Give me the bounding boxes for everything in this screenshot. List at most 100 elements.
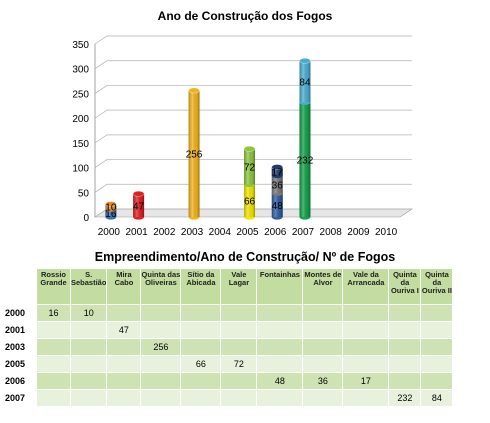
table-cell [36,321,71,339]
table-cell [342,321,390,339]
table-cell: 48 [256,372,304,390]
table-cell [36,389,71,407]
bar-shading [299,60,311,103]
table-body: 2000 16 10 2001 47 2003 256 2005 66 72 2006 48 36 17 2… [2,304,454,407]
table-cell [36,355,71,373]
column-header: Quinta da Ouriva II [420,268,454,305]
table-cell [420,355,454,373]
table-cell [140,304,182,322]
column-header: Sítio da Abicada [180,268,222,305]
table-cell [140,321,182,339]
column-header: Quinta da Ouriva I [388,268,422,305]
y-tick-label: 100 [72,164,89,175]
data-label: 256 [186,150,203,161]
bar-segment: 16 [105,209,117,220]
table-cell [342,355,390,373]
bar-cap [271,164,284,170]
table-cell [180,372,222,390]
data-label: 16 [105,209,117,220]
bar-segment: 232 [297,102,314,220]
table-row: 2000 16 10 [2,304,454,322]
bar-cap [132,190,145,197]
table-cell [256,304,304,322]
table-cell [256,321,304,339]
row-year: 2007 [2,389,37,407]
bar-shading [244,148,255,185]
x-tick-label: 2010 [375,227,398,238]
table-cell: 36 [302,372,344,390]
x-tick-label: 2002 [153,227,176,238]
bar-shading [244,184,255,217]
table-cell [302,389,344,407]
table-cell [180,304,222,322]
x-tick-label: 2003 [181,227,204,238]
bar-segment: 36 [272,175,283,196]
table-cell [342,389,390,407]
bar-shading [299,102,311,217]
table-cell [69,389,108,407]
table-cell [302,321,344,339]
table-cell: 10 [69,304,108,322]
bar-segment: 48 [271,193,284,220]
bar-cap [105,201,117,208]
bar-segment: 256 [186,87,203,220]
table-cell [180,389,222,407]
gridline [94,85,412,94]
table-cell: 256 [140,338,182,356]
table-cell [388,321,422,339]
column-header: Mira Cabo [106,268,142,305]
table-cell [420,338,454,356]
table-row: 2005 66 72 [2,355,454,373]
y-tick-label: 250 [72,89,89,100]
table-cell [256,389,304,407]
table-row: 2007 232 84 [2,389,454,407]
column-header: Rossio Grande [36,268,71,305]
data-label: 48 [272,201,284,212]
table-cell [140,389,182,407]
bar-shading [271,193,283,217]
column-header: Montes de Alvor [302,268,344,305]
bar-shading [188,90,200,217]
y-axis: 0 50 100 150 200 250 300 350 [72,40,89,224]
table-cell: 47 [106,321,142,339]
column-header: S. Sebastião [69,268,108,305]
table-title: Empreendimento/Ano de Construção/ Nº de … [94,250,396,264]
table-cell [106,304,142,322]
table-cell [302,355,344,373]
column-header: Quinta das Oliveiras [140,268,182,305]
table-cell [106,372,142,390]
table-row: 2006 48 36 17 [2,372,454,390]
table-row: 2003 256 [2,338,454,356]
table-cell [69,355,108,373]
table-cell: 66 [180,355,222,373]
table-cell [388,372,422,390]
table-cell [420,321,454,339]
x-tick-label: 2006 [264,227,287,238]
table-cell: 16 [36,304,71,322]
table-cell [36,338,71,356]
row-year: 2006 [2,372,37,390]
y-tick-label: 50 [78,188,90,199]
table-cell [140,372,182,390]
bar-cap [188,87,200,94]
table-cell [106,389,142,407]
table-cell [140,355,182,373]
table-cell: 232 [388,389,422,407]
table-cell [36,372,71,390]
bar-segment: 84 [299,57,311,105]
table-cell [180,338,222,356]
x-tick-label: 2001 [125,227,148,238]
data-label: 66 [244,197,256,208]
x-tick-label: 2000 [98,227,121,238]
table-cell [220,304,258,322]
y-tick-label: 0 [83,213,89,224]
bar-segment: 47 [132,190,145,220]
gridline [94,134,412,144]
table-cell [106,338,142,356]
table-cell [420,304,454,322]
table-cell [106,355,142,373]
bar-cap [243,145,256,152]
x-tick-label: 2007 [292,227,315,238]
table-cell [388,355,422,373]
